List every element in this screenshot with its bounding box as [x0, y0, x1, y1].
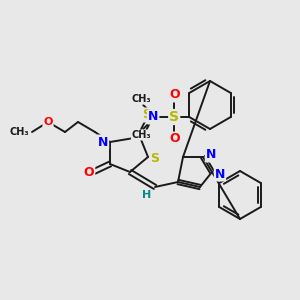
Text: H: H	[142, 190, 152, 200]
Text: N: N	[206, 148, 216, 161]
Text: N: N	[148, 110, 158, 124]
Text: N: N	[98, 136, 108, 148]
Text: CH₃: CH₃	[131, 94, 151, 104]
Text: S: S	[151, 152, 160, 166]
Text: S: S	[142, 109, 152, 122]
Text: S: S	[169, 110, 179, 124]
Text: O: O	[84, 166, 94, 178]
Text: CH₃: CH₃	[9, 127, 29, 137]
Text: O: O	[169, 88, 179, 101]
Text: CH₃: CH₃	[131, 130, 151, 140]
Text: N: N	[215, 167, 225, 181]
Text: O: O	[169, 133, 179, 146]
Text: O: O	[43, 117, 53, 127]
